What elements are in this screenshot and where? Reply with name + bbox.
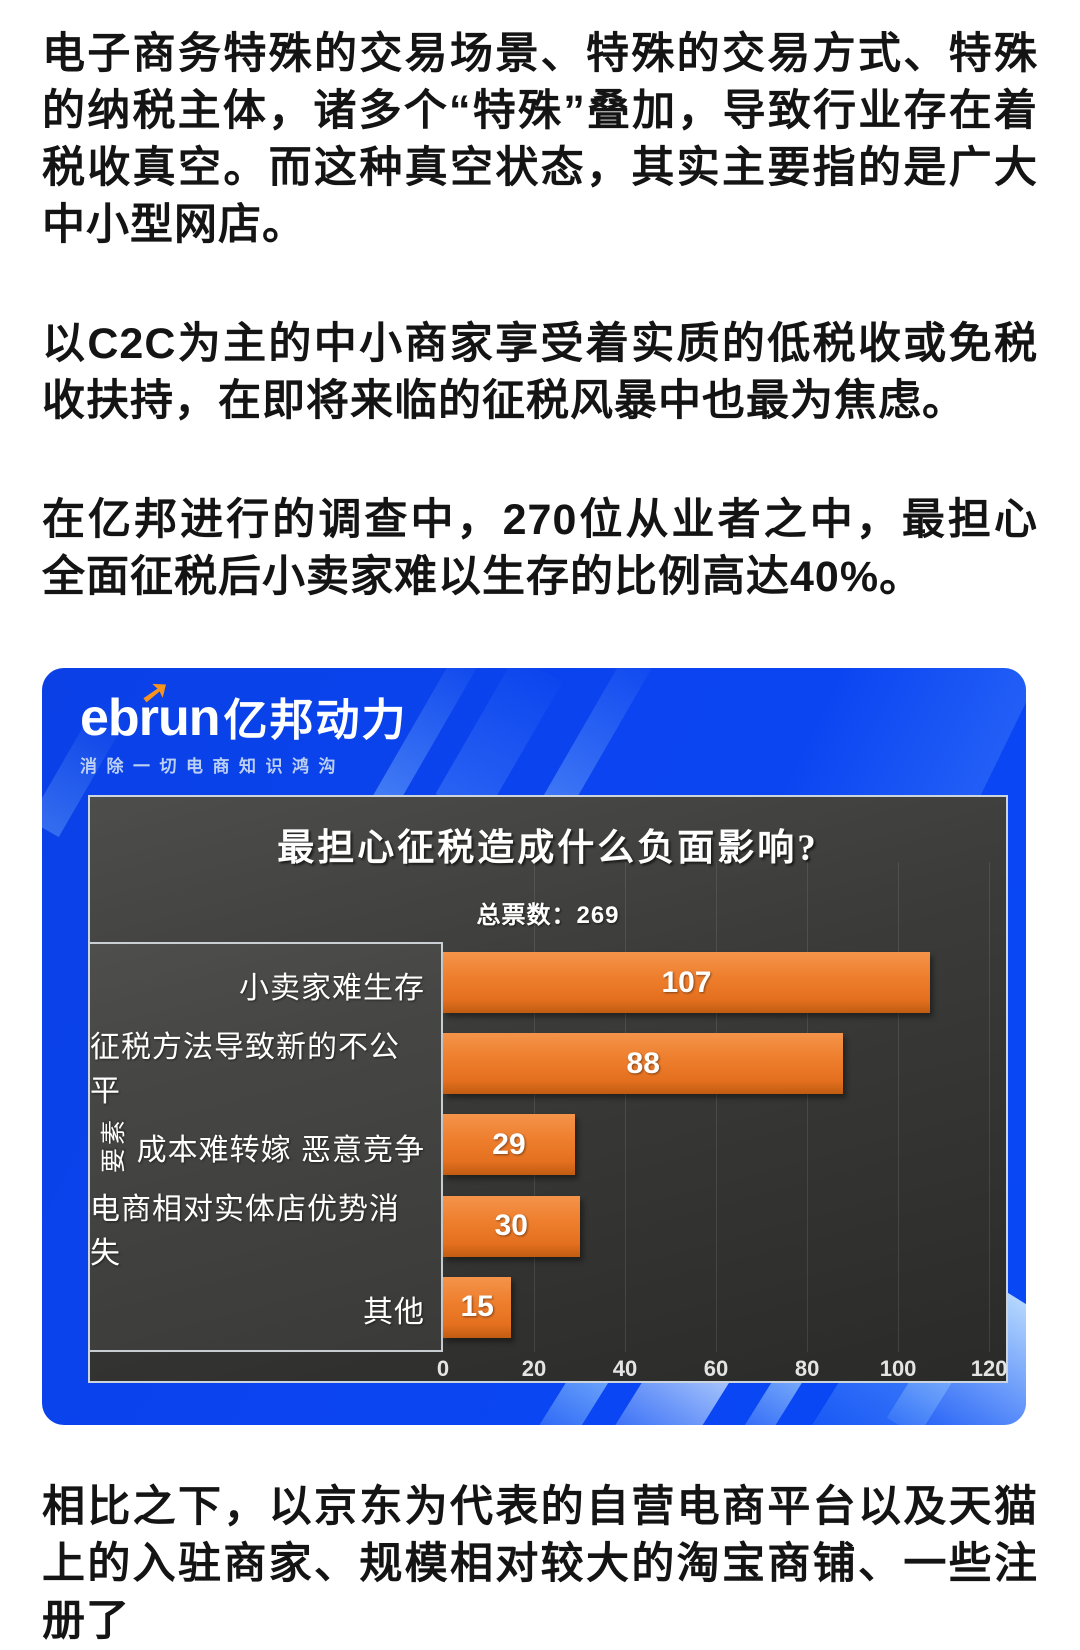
bar-row: 30 bbox=[443, 1186, 1006, 1267]
chart-region: 小卖家难生存 征税方法导致新的不公平 成本难转嫁 恶意竞争 电商相对实体店优势消… bbox=[90, 862, 1008, 1384]
bar-value: 107 bbox=[661, 965, 712, 999]
bar-row: 88 bbox=[443, 1023, 1006, 1104]
bar-row: 15 bbox=[443, 1267, 1006, 1348]
gridline bbox=[898, 862, 900, 1352]
article-paragraph: 以C2C为主的中小商家享受着实质的低税收或免税收扶持，在即将来临的征税风暴中也最… bbox=[42, 320, 1038, 425]
x-tick: 60 bbox=[703, 1356, 729, 1381]
bar-value: 29 bbox=[492, 1127, 526, 1161]
x-tick: 0 bbox=[436, 1356, 450, 1381]
bar: 107 bbox=[443, 952, 930, 1013]
bar: 30 bbox=[443, 1195, 580, 1257]
chart-title: 最担心征税造成什么负面影响? bbox=[277, 828, 819, 869]
bar: 88 bbox=[443, 1033, 844, 1095]
x-tick: 120 bbox=[970, 1356, 1008, 1381]
bar-value: 30 bbox=[494, 1209, 528, 1243]
orange-arrow-icon: ➚ bbox=[138, 671, 171, 713]
x-tick: 80 bbox=[794, 1356, 820, 1381]
logo-text-eb: eb bbox=[80, 689, 140, 747]
logo-text-un: un bbox=[157, 689, 221, 747]
brand-tagline: 消除一切电商知识鸿沟 bbox=[80, 757, 345, 776]
category-label: 其他 bbox=[363, 1296, 425, 1330]
x-tick: 40 bbox=[612, 1356, 638, 1381]
logo-text-r: r ➚ bbox=[138, 671, 171, 747]
bar-value: 88 bbox=[626, 1046, 660, 1080]
bar: 15 bbox=[443, 1276, 512, 1338]
chart-subtitle: 总票数：269 bbox=[476, 902, 620, 929]
category-label: 小卖家难生存 bbox=[239, 971, 425, 1005]
category-labels-panel: 小卖家难生存 征税方法导致新的不公平 成本难转嫁 恶意竞争 电商相对实体店优势消… bbox=[90, 942, 443, 1352]
category-label: 成本难转嫁 恶意竞争 bbox=[136, 1133, 425, 1167]
category-label: 征税方法导致新的不公平 bbox=[90, 1030, 400, 1108]
infographic-card: eb r ➚ un 亿邦动力 消除一切电商知识鸿沟 最担心征税造成什么负面影响? 总票数… bbox=[42, 668, 1026, 1425]
x-tick: 20 bbox=[521, 1356, 547, 1381]
y-axis-label: 要素 bbox=[100, 1117, 128, 1174]
bars-area: 107 88 29 30 bbox=[443, 862, 1006, 1352]
x-tick: 100 bbox=[879, 1356, 917, 1381]
gridline bbox=[807, 862, 809, 1352]
article-paragraph: 电子商务特殊的交易场景、特殊的交易方式、特殊的纳税主体，诸多个“特殊”叠加，导致… bbox=[42, 30, 1038, 249]
bar-row: 107 bbox=[443, 942, 1006, 1023]
logo-text-cn: 亿邦动力 bbox=[223, 696, 408, 745]
x-axis: 0 20 40 60 80 100 120 bbox=[437, 1354, 1008, 1384]
gridline bbox=[716, 862, 718, 1352]
brand-header: eb r ➚ un 亿邦动力 消除一切电商知识鸿沟 bbox=[42, 668, 1026, 795]
bar-chart: 最担心征税造成什么负面影响? 总票数：269 小卖家难生存 征税方法导致新的不公… bbox=[88, 795, 1008, 1383]
article-paragraph: 在亿邦进行的调查中，270位从业者之中，最担心全面征税后小卖家难以生存的比例高达… bbox=[42, 496, 1038, 601]
article-paragraph: 相比之下，以京东为代表的自营电商平台以及天猫上的入驻商家、规模相对较大的淘宝商铺… bbox=[42, 1483, 1038, 1645]
bar: 29 bbox=[443, 1114, 575, 1176]
category-label: 电商相对实体店优势消失 bbox=[90, 1193, 400, 1271]
gridline bbox=[534, 862, 536, 1352]
ebrun-logo: eb r ➚ un 亿邦动力 bbox=[80, 671, 1026, 748]
gridline bbox=[625, 862, 627, 1352]
gridline bbox=[989, 862, 991, 1352]
bar-row: 29 bbox=[443, 1104, 1006, 1185]
bar-value: 15 bbox=[460, 1290, 494, 1324]
